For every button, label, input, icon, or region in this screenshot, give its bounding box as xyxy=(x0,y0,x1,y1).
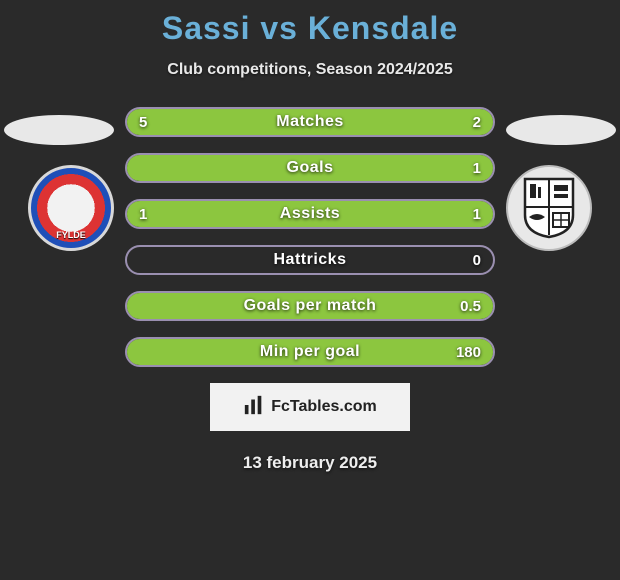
stat-label: Min per goal xyxy=(127,339,493,365)
stat-label: Hattricks xyxy=(127,247,493,273)
stat-label: Goals per match xyxy=(127,293,493,319)
stat-label: Assists xyxy=(127,201,493,227)
stat-value-right: 1 xyxy=(473,155,481,181)
stat-bar-assists: 1 Assists 1 xyxy=(125,199,495,229)
stat-bar-goals: Goals 1 xyxy=(125,153,495,183)
page-title: Sassi vs Kensdale xyxy=(0,0,620,47)
platform-right xyxy=(506,115,616,145)
stat-bar-goals-per-match: Goals per match 0.5 xyxy=(125,291,495,321)
club-badge-left: FYLDE xyxy=(28,165,114,251)
stat-label: Goals xyxy=(127,155,493,181)
brand-text: FcTables.com xyxy=(271,398,377,416)
brand-box: FcTables.com xyxy=(210,383,410,431)
bars-icon xyxy=(243,394,265,421)
club-badge-right xyxy=(506,165,592,251)
stat-value-right: 180 xyxy=(456,339,481,365)
badge-left-label: FYLDE xyxy=(56,230,86,240)
stat-value-right: 2 xyxy=(473,109,481,135)
stat-bar-matches: 5 Matches 2 xyxy=(125,107,495,137)
stat-value-right: 0.5 xyxy=(460,293,481,319)
stat-value-right: 1 xyxy=(473,201,481,227)
platform-left xyxy=(4,115,114,145)
stat-bar-min-per-goal: Min per goal 180 xyxy=(125,337,495,367)
stat-bars: 5 Matches 2 Goals 1 1 Assists 1 Hattrick… xyxy=(125,107,495,367)
date-text: 13 february 2025 xyxy=(0,453,620,473)
stat-bar-hattricks: Hattricks 0 xyxy=(125,245,495,275)
subtitle: Club competitions, Season 2024/2025 xyxy=(0,61,620,79)
shield-icon xyxy=(521,177,577,239)
stat-label: Matches xyxy=(127,109,493,135)
comparison-stage: FYLDE 5 Matches 2 xyxy=(0,107,620,367)
stat-value-right: 0 xyxy=(473,247,481,273)
